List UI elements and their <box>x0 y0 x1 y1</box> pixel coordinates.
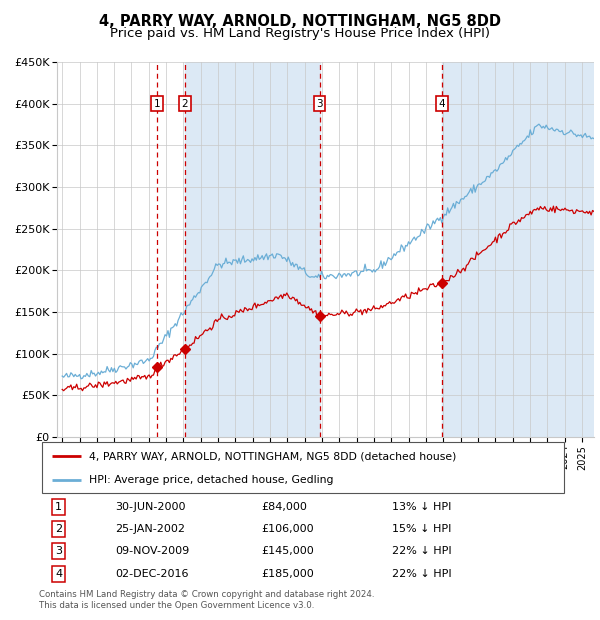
Text: 4, PARRY WAY, ARNOLD, NOTTINGHAM, NG5 8DD (detached house): 4, PARRY WAY, ARNOLD, NOTTINGHAM, NG5 8D… <box>89 451 457 461</box>
Text: 3: 3 <box>316 99 323 108</box>
Text: Price paid vs. HM Land Registry's House Price Index (HPI): Price paid vs. HM Land Registry's House … <box>110 27 490 40</box>
Text: 30-JUN-2000: 30-JUN-2000 <box>115 502 185 512</box>
Text: £185,000: £185,000 <box>261 569 314 579</box>
Text: 25-JAN-2002: 25-JAN-2002 <box>115 524 185 534</box>
Text: 4: 4 <box>439 99 445 108</box>
Text: 09-NOV-2009: 09-NOV-2009 <box>115 546 190 556</box>
Text: 4, PARRY WAY, ARNOLD, NOTTINGHAM, NG5 8DD: 4, PARRY WAY, ARNOLD, NOTTINGHAM, NG5 8D… <box>99 14 501 29</box>
Text: 15% ↓ HPI: 15% ↓ HPI <box>392 524 451 534</box>
Text: 2: 2 <box>55 524 62 534</box>
Text: £145,000: £145,000 <box>261 546 314 556</box>
Text: Contains HM Land Registry data © Crown copyright and database right 2024.
This d: Contains HM Land Registry data © Crown c… <box>39 590 374 609</box>
Text: 1: 1 <box>154 99 161 108</box>
Text: HPI: Average price, detached house, Gedling: HPI: Average price, detached house, Gedl… <box>89 475 334 485</box>
Text: 2: 2 <box>181 99 188 108</box>
Text: £84,000: £84,000 <box>261 502 307 512</box>
Text: 02-DEC-2016: 02-DEC-2016 <box>115 569 188 579</box>
Text: £106,000: £106,000 <box>261 524 314 534</box>
Text: 13% ↓ HPI: 13% ↓ HPI <box>392 502 451 512</box>
Text: 4: 4 <box>55 569 62 579</box>
Bar <box>442 62 594 437</box>
Text: 22% ↓ HPI: 22% ↓ HPI <box>392 546 451 556</box>
FancyBboxPatch shape <box>42 442 564 493</box>
Bar <box>185 62 320 437</box>
Text: 3: 3 <box>55 546 62 556</box>
Text: 1: 1 <box>55 502 62 512</box>
Text: 22% ↓ HPI: 22% ↓ HPI <box>392 569 451 579</box>
